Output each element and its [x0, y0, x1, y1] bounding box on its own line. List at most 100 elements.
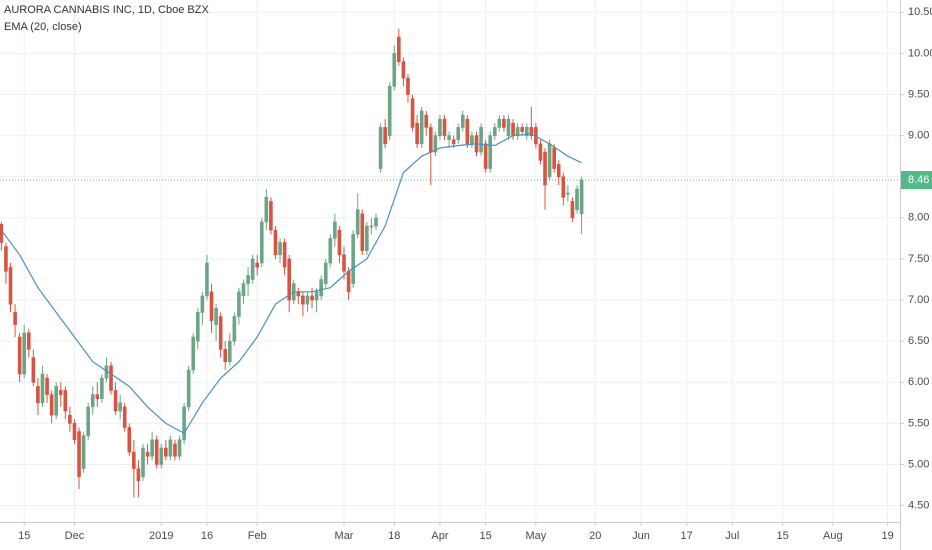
candle-body	[223, 349, 228, 363]
candle-body	[387, 86, 392, 136]
candle-body	[282, 242, 287, 268]
candle-body	[86, 406, 90, 436]
candle-body	[22, 332, 27, 375]
candle-body	[227, 340, 232, 363]
candle-body	[113, 390, 118, 412]
candle-body	[442, 118, 447, 136]
candle-body	[168, 439, 173, 457]
candle-body	[241, 283, 246, 297]
candle-body	[438, 118, 442, 136]
candle-body	[287, 258, 291, 301]
candle-body	[369, 225, 374, 228]
candle-body	[392, 53, 397, 87]
x-tick-label: 19	[882, 530, 894, 542]
candle-body	[154, 439, 159, 465]
chart-title: AURORA CANNABIS INC, 1D, Cboe BZX	[4, 4, 209, 16]
candle-body	[470, 135, 474, 145]
candle-body	[479, 127, 483, 153]
candle-body	[177, 439, 182, 457]
candle-body	[164, 447, 168, 457]
x-tick-label: Dec	[65, 530, 85, 542]
y-tick-label: 4.50	[908, 499, 929, 511]
candle-body	[150, 439, 154, 457]
candle-body	[515, 127, 520, 136]
candle-body	[145, 451, 150, 457]
ema-line	[0, 133, 582, 435]
candle-body	[429, 127, 433, 153]
candle-body	[556, 164, 561, 178]
candle-body	[328, 238, 333, 264]
candle-body	[383, 127, 387, 145]
candle-body	[579, 179, 584, 215]
candle-body	[232, 316, 237, 342]
candle-body	[45, 377, 49, 395]
x-tick-label: 16	[201, 530, 213, 542]
candle-body	[502, 118, 506, 128]
candle-body	[460, 114, 465, 128]
x-tick-label: 17	[681, 530, 693, 542]
candle-body	[95, 394, 100, 399]
y-tick-label: 8.00	[908, 212, 929, 224]
candle-body	[255, 262, 260, 268]
candle-body	[424, 114, 429, 128]
candle-body	[529, 127, 534, 136]
plot-layer	[0, 28, 900, 498]
candle-body	[13, 312, 17, 326]
candle-body	[205, 262, 209, 297]
candle-body	[0, 224, 4, 243]
candle-body	[77, 431, 81, 478]
candle-body	[36, 386, 40, 404]
y-tick-label: 7.50	[908, 253, 929, 265]
candle-body	[310, 295, 314, 301]
candle-body	[31, 357, 36, 383]
candle-body	[26, 332, 31, 350]
candle-body	[360, 213, 365, 252]
candle-body	[538, 143, 543, 161]
candle-body	[40, 373, 45, 404]
candle-body	[17, 336, 22, 375]
candle-body	[63, 390, 68, 412]
last-price-label: 8.46	[908, 174, 929, 186]
candle-body	[314, 291, 319, 301]
y-tick-label: 6.50	[908, 335, 929, 347]
candle-body	[200, 295, 205, 313]
x-tick-label: Feb	[248, 530, 267, 542]
candle-body	[100, 377, 104, 399]
axis-layer: 4.505.005.506.006.507.007.508.008.509.00…	[18, 6, 932, 542]
candle-body	[497, 118, 502, 128]
candle-body	[378, 127, 383, 169]
candle-body	[173, 443, 177, 457]
indicator-label: EMA (20, close)	[4, 21, 82, 33]
candle-body	[415, 123, 419, 145]
candle-body	[191, 336, 196, 371]
candle-body	[547, 143, 552, 178]
candle-body	[81, 435, 86, 469]
x-tick-label: Aug	[823, 530, 843, 542]
y-tick-label: 7.00	[908, 294, 929, 306]
last-price-box	[901, 171, 932, 190]
candle-body	[250, 258, 255, 280]
x-tick-label: Jul	[725, 530, 739, 542]
candle-body	[132, 451, 136, 469]
x-tick-label: 15	[18, 530, 30, 542]
candle-body	[524, 127, 529, 136]
candle-body	[319, 279, 323, 297]
candle-body	[136, 468, 141, 482]
candle-body	[323, 262, 328, 284]
candle-body	[575, 188, 579, 210]
candle-body	[269, 201, 273, 231]
x-tick-label: 18	[388, 530, 400, 542]
y-tick-label: 10.50	[908, 6, 932, 18]
candle-body	[433, 135, 438, 153]
candle-body	[54, 386, 59, 416]
candle-body	[214, 307, 218, 326]
candle-body	[374, 217, 378, 227]
candle-body	[506, 118, 511, 136]
candle-body	[118, 402, 122, 412]
candle-body	[259, 221, 264, 264]
candle-body	[447, 135, 451, 141]
y-tick-label: 5.00	[908, 458, 929, 470]
candle-body	[397, 36, 401, 62]
